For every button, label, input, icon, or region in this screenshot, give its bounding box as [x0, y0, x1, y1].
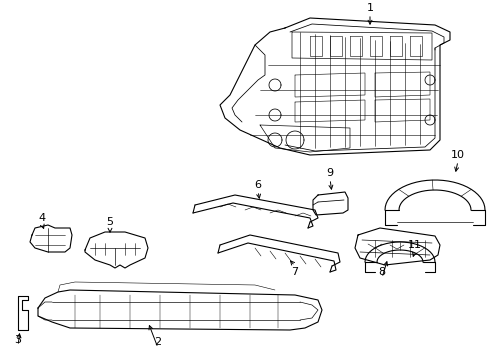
Text: 8: 8 — [378, 267, 385, 277]
Text: 7: 7 — [291, 267, 298, 277]
Text: 1: 1 — [366, 3, 373, 13]
Text: 3: 3 — [15, 335, 21, 345]
Text: 4: 4 — [39, 213, 45, 223]
Text: 10: 10 — [450, 150, 464, 160]
Text: 9: 9 — [326, 168, 333, 178]
Text: 6: 6 — [254, 180, 261, 190]
Text: 2: 2 — [154, 337, 161, 347]
Text: 5: 5 — [106, 217, 113, 227]
Text: 11: 11 — [407, 240, 421, 250]
